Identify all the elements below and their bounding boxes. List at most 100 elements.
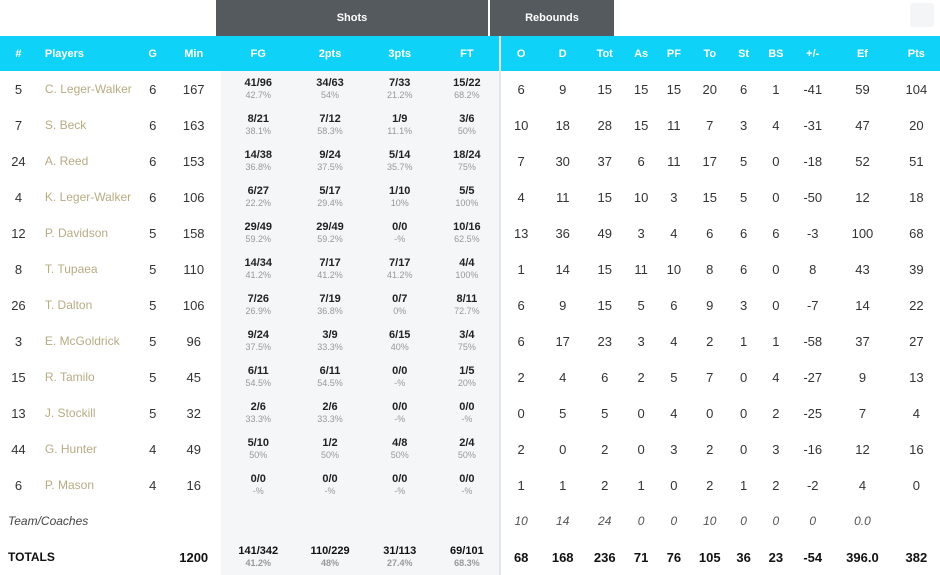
player-row[interactable]: 7 S. Beck 6 163 8/21 38.1% 7/12 58.3% 1/9 11.1% 3/… — [0, 107, 940, 143]
player-tot: 5 — [601, 405, 609, 421]
column-header-fg[interactable]: FG — [221, 36, 296, 71]
player-g: 6 — [149, 81, 157, 97]
player-ft-made: 0/0 — [459, 472, 475, 485]
player-name[interactable]: J. Stockill — [44, 406, 96, 420]
player-pf: 5 — [670, 369, 678, 385]
player-p3-made: 7/33 — [389, 76, 411, 89]
player-pf: 4 — [670, 333, 678, 349]
player-row[interactable]: 13 J. Stockill 5 32 2/6 33.3% 2/6 33.3% 0/0 -% 0/0… — [0, 395, 940, 431]
player-name[interactable]: E. McGoldrick — [44, 334, 120, 348]
column-header-blocks[interactable]: BS — [758, 36, 794, 71]
player-name[interactable]: G. Hunter — [44, 442, 97, 456]
player-name[interactable]: P. Mason — [44, 478, 95, 492]
player-row[interactable]: 5 C. Leger-Walker 6 167 41/96 42.7% 34/63 54% 7/… — [0, 71, 940, 107]
player-name[interactable]: R. Tamilo — [44, 370, 95, 384]
player-row[interactable]: 24 A. Reed 6 153 14/38 36.8% 9/24 37.5% 5/14 35.7… — [0, 143, 940, 179]
totals-fg-pct: 41.2% — [245, 558, 272, 569]
column-header-turnovers[interactable]: To — [690, 36, 729, 71]
expand-icon[interactable] — [910, 3, 934, 27]
player-fg-pct: 38.1% — [245, 126, 272, 137]
player-fg-pct: 26.9% — [245, 306, 272, 317]
player-to: 2 — [706, 477, 714, 493]
player-p3-pct: -% — [394, 378, 406, 389]
column-header-defensive-rebounds[interactable]: D — [541, 36, 585, 71]
player-fg-made: 7/26 — [247, 292, 269, 305]
team-coaches-label: Team/Coaches — [8, 514, 89, 528]
player-to: 6 — [706, 225, 714, 241]
player-as: 15 — [633, 117, 649, 133]
player-p2-pct: 54% — [321, 90, 340, 101]
column-header-steals[interactable]: St — [728, 36, 759, 71]
player-row[interactable]: 4 K. Leger-Walker 6 106 6/27 22.2% 5/17 29.4% 1/… — [0, 179, 940, 215]
player-row[interactable]: 26 T. Dalton 5 106 7/26 26.9% 7/19 36.8% 0/7 0% 8/… — [0, 287, 940, 323]
player-ef: 100 — [851, 225, 874, 241]
player-name[interactable]: K. Leger-Walker — [44, 190, 132, 204]
player-d: 30 — [555, 153, 570, 169]
column-header-points[interactable]: Pts — [892, 36, 940, 71]
column-header-3pts[interactable]: 3pts — [364, 36, 435, 71]
player-p3-pct: 50% — [390, 450, 409, 461]
player-name[interactable]: C. Leger-Walker — [44, 82, 132, 96]
player-st: 6 — [739, 81, 748, 97]
player-p2-made: 2/6 — [322, 400, 338, 413]
player-name[interactable]: A. Reed — [44, 154, 89, 168]
player-bs: 6 — [772, 225, 780, 241]
player-ef: 43 — [855, 261, 870, 277]
totals-plus-minus: -54 — [803, 549, 823, 565]
column-header-minutes[interactable]: Min — [166, 36, 222, 71]
column-header-total-rebounds[interactable]: Tot — [584, 36, 626, 71]
player-pm: 8 — [809, 261, 817, 277]
player-name[interactable]: T. Tupaea — [44, 262, 98, 276]
player-fg-pct: 50% — [249, 450, 268, 461]
team-efficiency: 0.0 — [854, 514, 871, 528]
column-header-2pts[interactable]: 2pts — [295, 36, 365, 71]
player-name[interactable]: P. Davidson — [44, 226, 109, 240]
column-header-plus-minus[interactable]: +/- — [793, 36, 833, 71]
column-header-personal-fouls[interactable]: PF — [656, 36, 691, 71]
player-row[interactable]: 3 E. McGoldrick 5 96 9/24 37.5% 3/9 33.3% 6/15 40… — [0, 323, 940, 359]
player-name[interactable]: S. Beck — [44, 118, 87, 132]
player-p3-pct: -% — [394, 486, 406, 497]
player-min: 110 — [183, 261, 205, 277]
player-d: 11 — [555, 189, 570, 205]
player-pm: -50 — [803, 189, 823, 205]
player-ft: 18/24 75% — [434, 143, 501, 179]
player-fg-made: 14/38 — [244, 148, 273, 161]
player-fg-made: 2/6 — [250, 400, 266, 413]
player-name[interactable]: T. Dalton — [44, 298, 93, 312]
player-st: 0 — [739, 405, 748, 421]
column-header-games[interactable]: G — [139, 36, 167, 71]
player-ft-made: 3/6 — [459, 112, 475, 125]
player-row[interactable]: 15 R. Tamilo 5 45 6/11 54.5% 6/11 54.5% 0/0 -% 1/5… — [0, 359, 940, 395]
column-header-players[interactable]: Players — [36, 36, 140, 71]
player-p2: 3/9 33.3% — [295, 323, 365, 359]
player-num: 13 — [11, 405, 26, 421]
player-tot: 15 — [597, 189, 612, 205]
player-p3: 6/15 40% — [364, 323, 435, 359]
player-ft-made: 8/11 — [456, 292, 478, 305]
player-pf: 4 — [670, 225, 678, 241]
player-fg: 9/24 37.5% — [221, 323, 296, 359]
column-header-efficiency[interactable]: Ef — [832, 36, 893, 71]
player-fg-made: 14/34 — [244, 256, 273, 269]
player-row[interactable]: 6 P. Mason 4 16 0/0 -% 0/0 -% 0/0 -% 0/0 -% 1 1 2 1 0 2 1 2… — [0, 467, 940, 503]
column-header-number[interactable]: # — [0, 36, 37, 71]
column-header-offensive-rebounds[interactable]: O — [499, 36, 542, 71]
player-p3-made: 0/0 — [392, 472, 408, 485]
player-d: 36 — [555, 225, 570, 241]
player-row[interactable]: 8 T. Tupaea 5 110 14/34 41.2% 7/17 41.2% 7/17 41.… — [0, 251, 940, 287]
column-header-ft[interactable]: FT — [434, 36, 501, 71]
column-header-assists[interactable]: As — [625, 36, 657, 71]
player-p2-made: 9/24 — [319, 148, 341, 161]
player-p2: 6/11 54.5% — [295, 359, 365, 395]
player-p2-pct: 54.5% — [317, 378, 343, 389]
player-pf: 3 — [670, 189, 678, 205]
player-fg: 6/27 22.2% — [221, 179, 296, 215]
player-fg-pct: 37.5% — [245, 342, 272, 353]
player-tot: 15 — [597, 81, 612, 97]
player-row[interactable]: 12 P. Davidson 5 158 29/49 59.2% 29/49 59.2% 0/0… — [0, 215, 940, 251]
player-row[interactable]: 44 G. Hunter 4 49 5/10 50% 1/2 50% 4/8 50% 2/4 50% 2… — [0, 431, 940, 467]
player-p2: 7/17 41.2% — [295, 251, 365, 287]
player-p2: 0/0 -% — [295, 467, 365, 503]
player-g: 6 — [149, 189, 157, 205]
